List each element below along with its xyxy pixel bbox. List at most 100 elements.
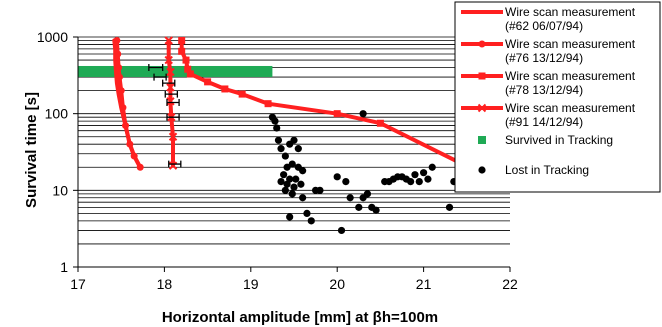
series-line	[179, 38, 465, 167]
data-point	[204, 78, 212, 86]
x-tick-label: 18	[157, 276, 173, 292]
data-point	[178, 37, 186, 45]
data-point	[166, 97, 175, 106]
lost-point	[299, 194, 307, 202]
error-bar	[153, 73, 167, 81]
x-axis-label: Horizontal amplitude [mm] at βh=100m	[162, 309, 438, 326]
survived-bar-group	[78, 65, 273, 77]
lost-point	[294, 145, 302, 153]
lost-points-group	[268, 110, 475, 235]
lost-point	[428, 163, 436, 171]
legend-label: Lost in Tracking	[505, 163, 589, 177]
lost-point	[280, 171, 288, 179]
lost-point	[415, 177, 423, 186]
x-tick-label: 19	[243, 276, 259, 292]
lost-point	[363, 190, 372, 198]
x-tick-labels: 17 18 19 20 21 22	[70, 276, 518, 292]
error-bar	[162, 79, 176, 87]
legend-label: (#76 13/12/94)	[505, 51, 583, 65]
data-point	[164, 36, 173, 45]
data-point	[221, 85, 229, 93]
data-point	[186, 70, 194, 78]
y-tick-label: 1000	[37, 29, 68, 45]
data-point	[178, 47, 186, 55]
data-point	[113, 37, 121, 45]
lost-point	[307, 217, 315, 225]
data-point	[122, 122, 130, 130]
lost-point	[274, 136, 283, 144]
lost-point	[420, 169, 428, 177]
error-bar	[166, 113, 180, 121]
error-bar	[166, 98, 180, 106]
lost-point	[290, 136, 298, 144]
data-point	[126, 140, 134, 148]
data-point	[136, 163, 144, 171]
error-bar	[148, 64, 164, 72]
lost-point	[281, 186, 289, 194]
legend-label: (#78 13/12/94)	[505, 83, 583, 97]
lost-point	[299, 167, 307, 175]
x-tick-label: 22	[502, 276, 518, 292]
lost-point	[337, 226, 346, 235]
lost-point	[346, 194, 354, 202]
x-tick-label: 17	[70, 276, 86, 292]
lost-point	[424, 175, 432, 183]
error-bars-group	[148, 64, 182, 168]
lost-point	[407, 177, 415, 186]
lost-point	[286, 213, 294, 221]
lost-point	[288, 160, 296, 168]
x-tick-label: 21	[416, 276, 432, 292]
lost-point	[290, 183, 298, 191]
data-point	[182, 56, 190, 64]
lost-point	[333, 173, 341, 181]
x-tick-label: 20	[329, 276, 345, 292]
legend-label: (#62 06/07/94)	[505, 19, 583, 33]
data-point	[238, 90, 246, 98]
data-point	[164, 55, 173, 65]
lost-point	[283, 163, 291, 171]
data-point	[478, 72, 486, 80]
y-axis-label: Survival time [s]	[23, 92, 40, 208]
data-point	[376, 119, 384, 127]
data-point	[117, 87, 125, 95]
data-point	[333, 110, 341, 118]
lost-point	[355, 203, 363, 211]
data-point	[119, 104, 127, 112]
data-point	[477, 103, 487, 113]
lost-point	[411, 171, 419, 179]
lost-point	[342, 177, 350, 186]
lost-point	[297, 180, 305, 188]
lost-point	[288, 190, 296, 198]
lost-point	[292, 175, 300, 183]
legend-swatch	[478, 166, 486, 174]
lost-point	[277, 177, 285, 186]
legend-label: Wire scan measurement	[505, 37, 636, 51]
lost-point	[316, 186, 324, 194]
legend-label: Wire scan measurement	[505, 69, 636, 83]
lost-point	[445, 203, 454, 211]
data-point	[168, 161, 178, 170]
data-point	[114, 50, 122, 58]
legend-box	[454, 1, 661, 193]
y-tick-label: 1	[60, 259, 68, 275]
legend-label: Wire scan measurement	[505, 101, 636, 115]
error-bar	[164, 90, 179, 98]
legend-swatch	[478, 136, 486, 144]
legend-label: Wire scan measurement	[505, 5, 636, 19]
data-point	[115, 64, 123, 72]
data-point	[264, 100, 272, 108]
data-point	[166, 67, 175, 77]
lost-point	[283, 180, 291, 188]
series-group	[112, 36, 466, 171]
lost-point	[303, 209, 311, 218]
legend: Wire scan measurement(#62 06/07/94)Wire …	[454, 1, 661, 193]
series-line	[114, 38, 143, 170]
data-point	[130, 152, 138, 160]
data-point	[478, 40, 486, 48]
y-tick-label: 10	[52, 182, 68, 198]
lost-point	[359, 110, 367, 118]
lost-point	[281, 152, 289, 160]
data-point	[168, 132, 178, 141]
data-point	[115, 73, 123, 81]
